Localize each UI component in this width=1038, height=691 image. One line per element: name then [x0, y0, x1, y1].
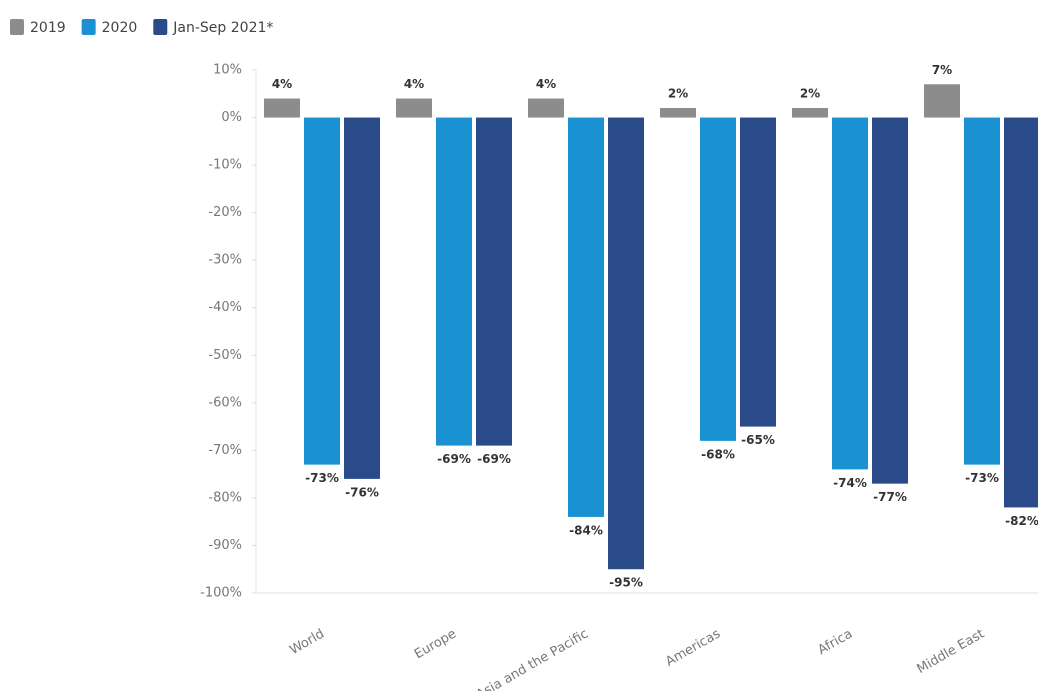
y-tick-label: -40%	[208, 300, 242, 315]
bar	[1004, 117, 1038, 508]
legend-swatch	[81, 19, 96, 35]
data-label: -69%	[437, 452, 471, 466]
y-tick-label: 10%	[213, 63, 242, 78]
x-tick-label: World	[287, 627, 327, 659]
data-label: 2%	[800, 87, 820, 101]
y-tick-label: -30%	[208, 253, 242, 268]
bar	[304, 117, 340, 465]
x-tick-label: Europe	[412, 627, 459, 663]
bar	[528, 98, 564, 118]
bar	[740, 117, 776, 427]
bar	[660, 108, 696, 118]
data-label: 4%	[404, 77, 424, 91]
bar	[264, 98, 300, 118]
y-tick-label: -70%	[208, 443, 242, 458]
data-label: 7%	[932, 63, 952, 77]
data-label: -73%	[965, 471, 999, 485]
data-label: -76%	[345, 485, 379, 499]
bar	[344, 117, 380, 479]
x-tick-label: Asia and the Pacific	[474, 627, 591, 691]
bar	[832, 117, 868, 470]
data-label: 2%	[668, 87, 688, 101]
bar	[964, 117, 1000, 465]
bar	[396, 98, 432, 118]
y-tick-label: -20%	[208, 205, 242, 220]
y-tick-label: -60%	[208, 395, 242, 410]
data-label: -82%	[1005, 514, 1038, 528]
data-label: 4%	[272, 77, 292, 91]
y-tick-label: -100%	[200, 586, 242, 601]
y-tick-label: 0%	[221, 110, 242, 125]
data-label: -74%	[833, 476, 867, 490]
x-tick-label: Middle East	[915, 627, 988, 678]
legend-label: 2019	[30, 20, 66, 36]
bar	[568, 117, 604, 517]
data-label: -68%	[701, 447, 735, 461]
x-tick-label: Americas	[663, 626, 723, 669]
bar	[436, 117, 472, 446]
bar	[608, 117, 644, 570]
data-label: -95%	[609, 576, 643, 590]
bar	[700, 117, 736, 441]
data-label: -69%	[477, 452, 511, 466]
bar	[924, 84, 960, 118]
data-label: -65%	[741, 433, 775, 447]
bar	[476, 117, 512, 446]
legend-label: 2020	[102, 20, 138, 36]
data-label: 4%	[536, 77, 556, 91]
bar	[872, 117, 908, 484]
y-tick-label: -80%	[208, 490, 242, 505]
data-label: -73%	[305, 471, 339, 485]
y-tick-label: -50%	[208, 348, 242, 363]
data-label: -84%	[569, 523, 603, 537]
legend-swatch	[10, 19, 24, 35]
data-label: -77%	[873, 490, 907, 504]
y-tick-label: -10%	[208, 158, 242, 173]
legend-swatch	[153, 19, 168, 35]
legend-label: Jan-Sep 2021*	[172, 20, 273, 36]
x-tick-label: Africa	[815, 627, 855, 659]
y-tick-label: -90%	[208, 538, 242, 553]
bar	[792, 108, 828, 118]
